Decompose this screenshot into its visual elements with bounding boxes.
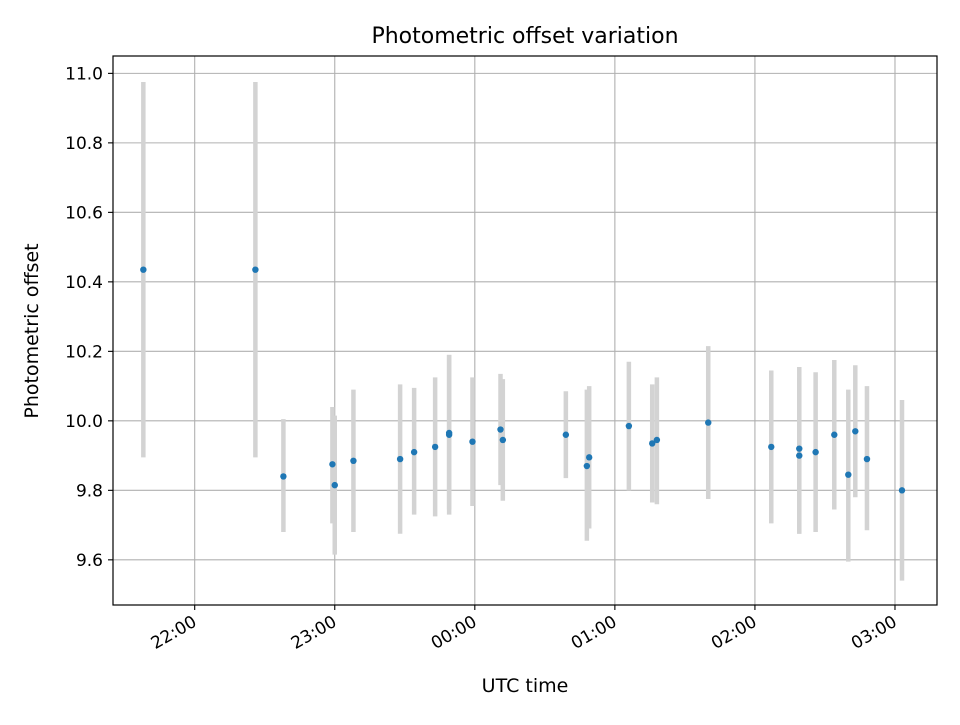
data-point <box>445 429 453 437</box>
y-tick-label: 10.4 <box>65 273 103 293</box>
data-point <box>350 457 357 465</box>
data-point <box>649 440 656 447</box>
data-point <box>410 448 418 456</box>
tick-layer: 9.6 9.8 10.0 10.2 10.4 10.6 10.8 11.0 22:00 23:00… <box>65 64 900 653</box>
data-point <box>583 462 591 470</box>
data-point <box>331 481 338 489</box>
data-point <box>796 445 803 452</box>
data-point <box>768 443 775 451</box>
grid-layer <box>113 56 937 605</box>
y-tick-label: 10.2 <box>65 342 103 362</box>
y-axis-label: Photometric offset <box>21 243 43 418</box>
x-tick-label: 02:00 <box>708 612 760 654</box>
data-point <box>653 436 661 444</box>
data-point <box>329 461 336 468</box>
data-point <box>852 428 859 435</box>
data-point <box>469 438 476 445</box>
y-tick-label: 10.0 <box>65 412 103 432</box>
data-point <box>499 436 507 444</box>
data-point <box>863 455 871 463</box>
data-point <box>562 431 570 438</box>
y-tick-label: 9.6 <box>76 551 103 571</box>
data-point <box>831 431 838 438</box>
x-tick-label: 03:00 <box>848 612 900 654</box>
data-point <box>845 471 852 478</box>
data-point <box>812 448 819 456</box>
x-tick-label: 22:00 <box>148 612 200 654</box>
y-tick-label: 9.8 <box>76 481 103 501</box>
data-point <box>396 455 404 463</box>
chart-title: Photometric offset variation <box>371 24 678 49</box>
x-tick-label: 00:00 <box>428 612 480 654</box>
data-point <box>497 426 504 433</box>
data-point <box>898 487 906 494</box>
data-point <box>705 419 712 426</box>
x-tick-label: 23:00 <box>288 612 340 654</box>
data-point <box>796 452 803 459</box>
plot-frame <box>112 55 938 606</box>
data-point <box>280 473 287 480</box>
x-tick-label: 01:00 <box>568 612 620 654</box>
data-point <box>625 422 633 430</box>
y-tick-label: 11.0 <box>65 64 103 84</box>
errorbar-layer <box>141 82 905 581</box>
data-point <box>431 443 439 451</box>
y-tick-label: 10.6 <box>65 203 103 223</box>
y-tick-label: 10.8 <box>65 134 103 154</box>
x-axis-label: UTC time <box>482 675 569 697</box>
marker-layer <box>140 266 906 494</box>
data-point <box>252 266 259 273</box>
data-point <box>140 266 147 273</box>
data-point <box>585 454 593 461</box>
